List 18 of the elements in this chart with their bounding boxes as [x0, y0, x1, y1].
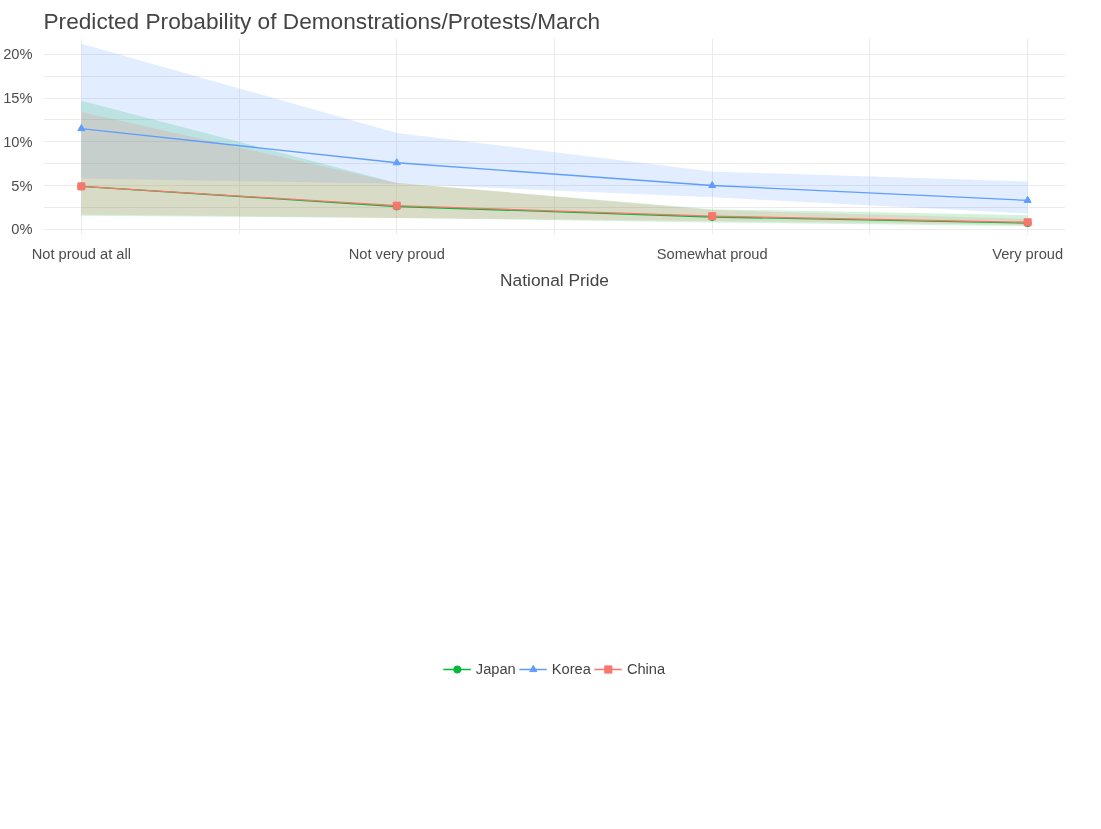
x-tick-label: Not proud at all — [31, 245, 132, 262]
point — [77, 124, 86, 132]
legend-label: Japan — [475, 659, 516, 678]
point — [392, 158, 401, 166]
y-tick-label: 15% — [3, 90, 33, 106]
x-tick-label: Very proud — [992, 245, 1064, 262]
y-tick-label: 0% — [11, 221, 33, 238]
x-axis-title: National Pride — [500, 269, 609, 290]
legend-label: Korea — [551, 659, 591, 678]
point — [708, 180, 717, 189]
y-tick-label: 20% — [3, 46, 33, 63]
point — [1023, 195, 1032, 203]
x-tick-label: Not very proud — [348, 245, 445, 262]
legend-label: China — [626, 659, 666, 678]
y-tick-label: 10% — [3, 133, 33, 150]
chart-title: Predicted Probability of Demonstrations/Protests/March — [43, 7, 601, 34]
y-tick-label: 5% — [11, 177, 33, 194]
x-tick-label: Somewhat proud — [656, 245, 768, 262]
